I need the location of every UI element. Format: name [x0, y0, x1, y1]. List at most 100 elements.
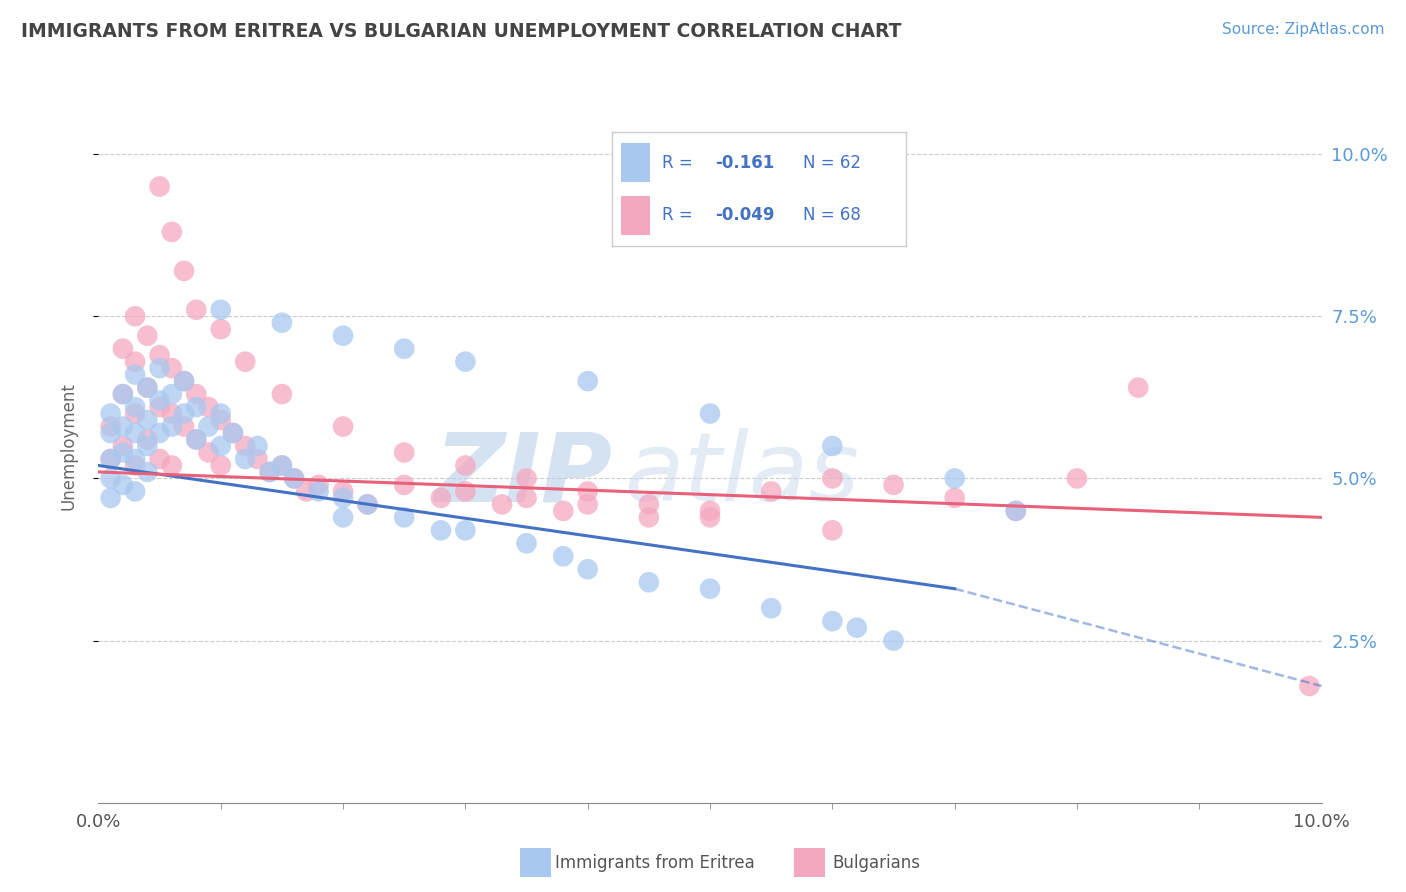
- Point: [1128, 381, 1150, 395]
- Point: [943, 471, 966, 485]
- Point: [516, 491, 538, 505]
- Point: [209, 439, 232, 453]
- Point: [124, 354, 146, 368]
- Point: [883, 633, 905, 648]
- Point: [270, 458, 292, 473]
- Point: [173, 419, 195, 434]
- Point: [332, 419, 354, 434]
- Point: [222, 425, 245, 440]
- Point: [111, 387, 134, 401]
- Point: [699, 582, 721, 596]
- Point: [100, 452, 122, 467]
- Point: [1066, 471, 1088, 485]
- Point: [136, 381, 159, 395]
- Point: [332, 328, 354, 343]
- Point: [553, 549, 575, 564]
- Point: [308, 478, 330, 492]
- Point: [356, 497, 378, 511]
- Point: [136, 433, 159, 447]
- Point: [821, 614, 844, 628]
- Point: [233, 354, 256, 368]
- Point: [173, 407, 195, 421]
- Point: [392, 510, 416, 524]
- Point: [270, 316, 292, 330]
- Point: [186, 433, 208, 447]
- Point: [259, 465, 281, 479]
- Point: [136, 465, 159, 479]
- Point: [392, 478, 416, 492]
- Point: [136, 439, 159, 453]
- Point: [356, 497, 378, 511]
- Point: [100, 471, 122, 485]
- Point: [124, 425, 146, 440]
- Point: [943, 491, 966, 505]
- Point: [392, 445, 416, 459]
- Text: R =: R =: [662, 206, 693, 225]
- Point: [197, 419, 219, 434]
- Point: [197, 445, 219, 459]
- Text: -0.049: -0.049: [714, 206, 775, 225]
- Point: [454, 484, 477, 499]
- Point: [759, 484, 782, 499]
- Point: [160, 419, 183, 434]
- Point: [576, 484, 599, 499]
- Point: [136, 413, 159, 427]
- Text: -0.161: -0.161: [714, 153, 775, 172]
- Point: [246, 452, 269, 467]
- Point: [332, 484, 354, 499]
- Point: [1298, 679, 1320, 693]
- Point: [173, 264, 195, 278]
- Point: [111, 419, 134, 434]
- Point: [186, 433, 208, 447]
- Point: [332, 510, 354, 524]
- Point: [136, 328, 159, 343]
- Text: N = 62: N = 62: [803, 153, 860, 172]
- Point: [149, 425, 172, 440]
- Point: [392, 342, 416, 356]
- Point: [821, 471, 844, 485]
- Point: [233, 452, 256, 467]
- Point: [576, 562, 599, 576]
- Point: [100, 452, 122, 467]
- Point: [100, 491, 122, 505]
- Point: [186, 400, 208, 414]
- Text: IMMIGRANTS FROM ERITREA VS BULGARIAN UNEMPLOYMENT CORRELATION CHART: IMMIGRANTS FROM ERITREA VS BULGARIAN UNE…: [21, 22, 901, 41]
- Point: [883, 478, 905, 492]
- Point: [136, 381, 159, 395]
- Point: [124, 310, 146, 324]
- Point: [124, 400, 146, 414]
- Point: [246, 439, 269, 453]
- Point: [308, 484, 330, 499]
- Point: [553, 504, 575, 518]
- Text: N = 68: N = 68: [803, 206, 860, 225]
- Point: [430, 524, 453, 538]
- Point: [845, 621, 868, 635]
- Point: [222, 425, 245, 440]
- Point: [160, 361, 183, 376]
- Point: [491, 497, 513, 511]
- Text: R =: R =: [662, 153, 693, 172]
- Point: [295, 484, 318, 499]
- Point: [124, 407, 146, 421]
- Point: [173, 374, 195, 388]
- Point: [124, 368, 146, 382]
- Point: [516, 536, 538, 550]
- Point: [149, 361, 172, 376]
- Point: [516, 471, 538, 485]
- Point: [576, 497, 599, 511]
- Point: [111, 478, 134, 492]
- Point: [149, 393, 172, 408]
- Point: [209, 407, 232, 421]
- Point: [111, 387, 134, 401]
- Point: [209, 322, 232, 336]
- Point: [111, 342, 134, 356]
- Point: [100, 407, 122, 421]
- Point: [160, 225, 183, 239]
- Point: [637, 575, 661, 590]
- Point: [637, 510, 661, 524]
- Point: [209, 413, 232, 427]
- Point: [454, 524, 477, 538]
- Point: [1004, 504, 1026, 518]
- Point: [160, 407, 183, 421]
- Point: [160, 458, 183, 473]
